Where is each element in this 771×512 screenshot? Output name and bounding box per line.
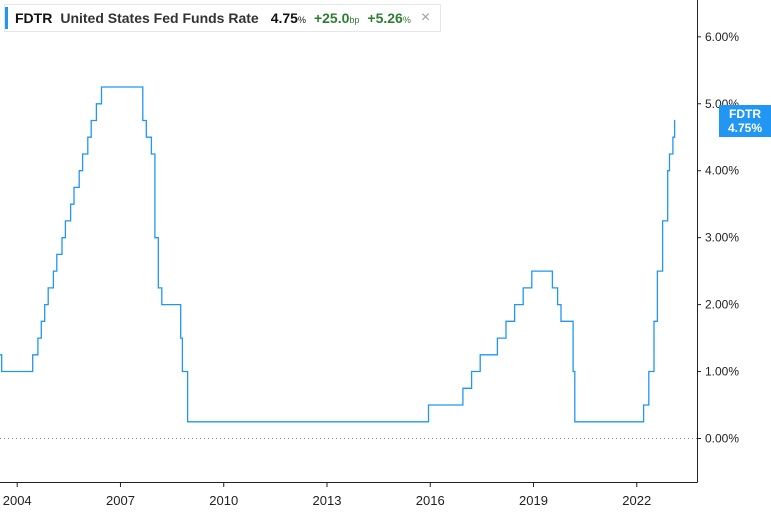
legend-change-bp: +25.0bp	[313, 10, 360, 26]
x-tick-label-2022: 2022	[622, 493, 651, 508]
legend-ticker: FDTR	[15, 10, 53, 26]
legend-box: FDTR United States Fed Funds Rate 4.75% …	[4, 4, 442, 32]
x-tick-label-2010: 2010	[209, 493, 238, 508]
legend-current-value: 4.75%	[270, 10, 306, 26]
y-tick-label-0: 0.00%	[705, 431, 739, 445]
series-color-bar	[5, 7, 8, 29]
last-value-flag: FDTR 4.75%	[719, 104, 771, 137]
y-tick-label-1: 1.00%	[705, 365, 739, 379]
x-tick-label-2013: 2013	[313, 493, 342, 508]
flag-value: 4.75%	[727, 120, 763, 135]
plot-area	[0, 86, 697, 439]
x-tick-label-2007: 2007	[106, 493, 135, 508]
y-tick-label-2: 2.00%	[705, 298, 739, 312]
x-axis: 2004 2007 2010 2013 2016 2019 2022	[0, 482, 698, 508]
flag-ticker: FDTR	[729, 106, 761, 121]
y-tick-label-4: 4.00%	[705, 164, 739, 178]
y-tick-label-3: 3.00%	[705, 231, 739, 245]
series-line-fdtr	[0, 86, 676, 423]
legend-change-pct: +5.26%	[367, 10, 411, 26]
x-tick-label-2004: 2004	[3, 493, 32, 508]
legend-series-name: United States Fed Funds Rate	[60, 10, 259, 26]
y-axis: 0.00%1.00%2.00%3.00%4.00%5.00%6.00%	[697, 0, 739, 483]
y-tick-label-6: 6.00%	[705, 30, 739, 44]
x-tick-label-2019: 2019	[519, 493, 548, 508]
x-tick-label-2016: 2016	[416, 493, 445, 508]
close-icon[interactable]: ×	[420, 9, 431, 26]
